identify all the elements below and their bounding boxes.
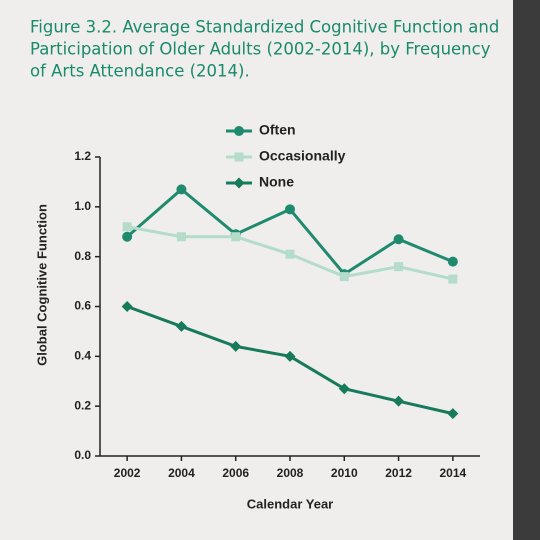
marker [175, 320, 187, 332]
marker [393, 395, 405, 407]
x-tick-label: 2010 [331, 466, 358, 480]
marker [230, 340, 242, 352]
y-tick-label: 0.8 [74, 249, 91, 263]
marker [339, 272, 349, 282]
marker [121, 301, 133, 312]
marker [284, 350, 296, 362]
y-tick-label: 0.0 [74, 448, 91, 462]
marker [122, 222, 132, 232]
y-tick-label: 0.2 [74, 398, 91, 412]
x-axis-title: Calendar Year [247, 496, 333, 511]
x-tick-label: 2012 [385, 466, 412, 480]
chart-title-line: Figure 3.2. Average Standardized Cogniti… [30, 18, 499, 37]
y-axis-title: Global Cognitive Function [34, 204, 49, 366]
marker [176, 184, 187, 195]
y-tick-label: 1.2 [74, 149, 91, 163]
legend-marker [234, 126, 244, 136]
marker [447, 408, 459, 420]
marker [394, 262, 404, 272]
y-tick-label: 0.6 [74, 299, 91, 313]
marker [448, 274, 458, 284]
x-tick-label: 2014 [440, 466, 467, 480]
legend-label: Occasionally [259, 148, 346, 164]
background [0, 0, 513, 540]
marker [122, 231, 133, 242]
y-tick-label: 0.4 [74, 349, 91, 363]
x-tick-label: 2004 [168, 466, 195, 480]
legend-marker [233, 177, 245, 189]
marker [393, 234, 404, 245]
chart-title-line: of Arts Attendance (2014). [30, 62, 250, 81]
legend-label: Often [259, 122, 296, 138]
legend-label: None [259, 174, 294, 190]
marker [176, 232, 186, 242]
marker [338, 383, 350, 395]
marker [447, 256, 458, 267]
chart-title-line: Participation of Older Adults (2002-2014… [30, 40, 491, 59]
x-tick-label: 2006 [222, 466, 249, 480]
marker [231, 232, 241, 242]
marker [285, 204, 295, 215]
y-tick-label: 1.0 [74, 199, 91, 213]
side-bar [513, 0, 540, 540]
marker [285, 249, 295, 259]
legend-marker [234, 152, 244, 162]
x-tick-label: 2002 [114, 466, 141, 480]
x-tick-label: 2008 [277, 466, 304, 480]
